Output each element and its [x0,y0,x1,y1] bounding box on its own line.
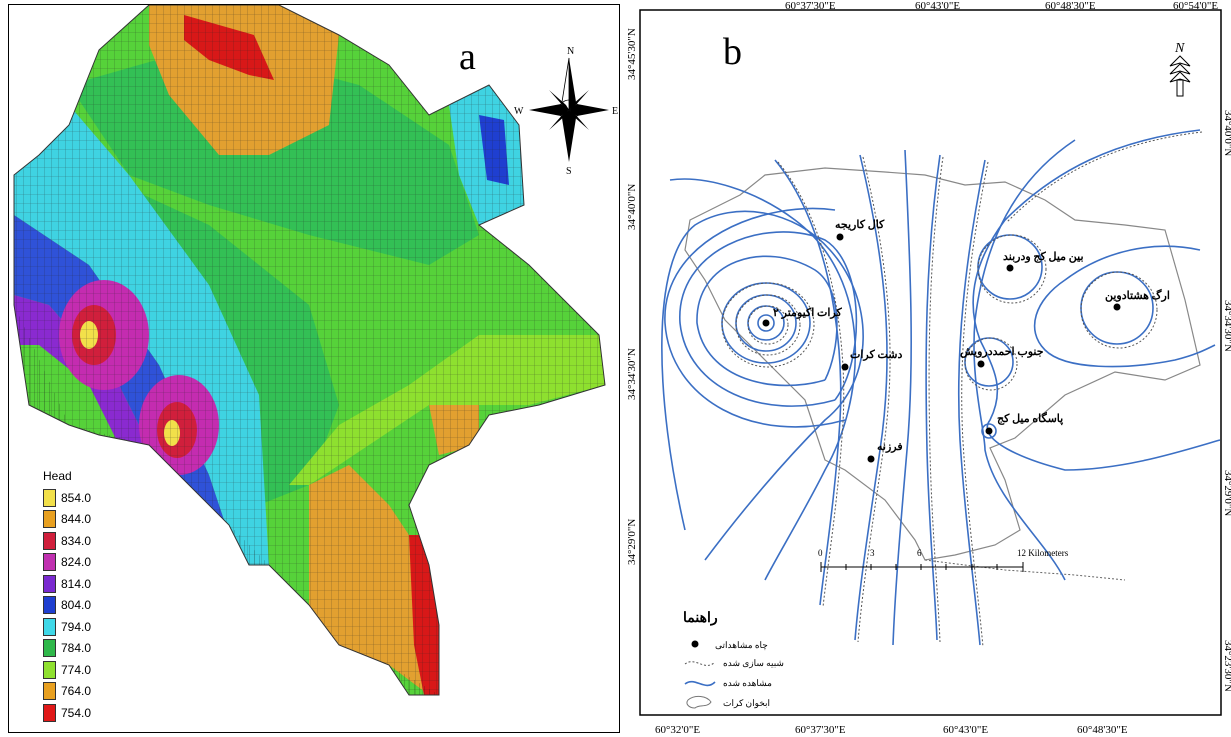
head-legend-item: 784.0 [43,638,91,659]
head-legend-item: 804.0 [43,595,91,616]
left-tick-0: 34°40'0"N [626,184,638,230]
top-tick-2: 60°43'0"E [915,0,960,12]
head-legend-label: 774.0 [61,662,92,677]
legend-well-symbol [691,640,699,648]
left-tick-top: 34°45'30"N [626,28,638,80]
legend-simulated-symbol [684,661,716,666]
well-label-3: ارگ هشتادوین [1105,288,1170,302]
compass-s: S [566,166,572,177]
bottom-tick-0: 60°32'0"E [655,724,700,736]
well-farzaneh [867,455,875,463]
head-legend-swatch [43,660,56,679]
scale-bar: 0 3 6 12 Kilometers [818,548,1069,572]
well-label-5: دشت کرات [850,349,902,361]
head-legend-title: Head [43,469,72,483]
head-legend-label: 754.0 [61,705,92,720]
legend-item-well: چاه مشاهداتی [715,640,768,651]
head-legend-item: 844.0 [43,509,91,530]
head-legend-item: 794.0 [43,616,91,637]
well-kal-karijeh [836,233,844,241]
right-tick-3: 34°23'30"N [1222,640,1231,692]
simulated-contours [721,131,1203,648]
head-legend-item: 854.0 [43,487,91,508]
head-legend-label: 844.0 [61,512,92,526]
well-label-2: بین میل کج ودربند [1003,251,1084,263]
head-legend-item: 764.0 [43,681,91,702]
map-legend: راهنما چاه مشاهداتی شبیه سازی شده مشاهده… [683,611,784,709]
head-legend-swatch [43,574,56,593]
panel-a-label: a [459,36,476,78]
head-legend-label: 804.0 [61,598,92,612]
head-legend-label: 794.0 [61,619,92,634]
legend-observed-symbol [684,680,716,687]
well-korat-2 [762,319,770,327]
compass-w: W [514,106,524,117]
head-legend-swatch [43,596,56,614]
head-legend-swatch [43,682,56,700]
head-legend-swatch [43,531,56,550]
left-tick-1: 34°34'30"N [626,348,638,400]
right-tick-0: 34°40'0"N [1222,110,1231,156]
compass-rose-icon: N S E W [514,46,618,177]
head-legend-item: 814.0 [43,573,91,594]
head-legend-item: 834.0 [43,530,91,551]
head-legend-label: 824.0 [61,555,92,569]
head-legend-item: 754.0 [43,702,91,723]
water-table-map-panel: کال کاریجه بین میل کج ودربند ارگ هشتادوی… [625,0,1231,737]
top-tick-4: 60°54'0"E [1173,0,1218,12]
model-head-panel: N S E W a Head 854.0 844.0 834.0 824.0 814.0… [8,4,620,733]
contour-map: کال کاریجه بین میل کج ودربند ارگ هشتادوی… [626,0,1231,736]
north-arrow-icon: N [1169,41,1191,97]
well-label-1: کال کاریجه [835,219,885,231]
well-label-7: پاسگاه میل کج [997,411,1063,425]
compass-n: N [567,46,574,57]
head-legend-item: 774.0 [43,659,91,680]
well-label-6: جنوب احمددرویش [960,346,1044,358]
head-legend-swatch [43,617,56,636]
head-legend-item: 824.0 [43,552,91,573]
well-jonub-ahmad-darvish [977,360,985,368]
head-3d-surface: N S E W [13,5,618,696]
well-label-4: کرات اکیومتر ۲ [773,307,842,319]
legend-item-simulated: شبیه سازی شده [723,658,784,669]
head-legend-label: 764.0 [61,684,92,698]
head-legend-swatch [43,488,56,507]
north-label: N [1174,41,1185,56]
scale-tick-6: 6 [917,548,922,558]
legend-boundary-symbol [686,695,712,709]
top-tick-1: 60°37'30"E [785,0,836,12]
well-arg-hashtadoein [1113,303,1121,311]
right-tick-1: 34°34'30"N [1222,300,1231,352]
head-legend-swatch [43,703,56,722]
well-label-8: فرزنه [877,441,903,453]
bottom-tick-1: 60°37'30"E [795,724,846,736]
right-tick-2: 34°29'0"N [1222,470,1231,516]
well-pasgah-mil-kaj [985,427,993,435]
bottom-tick-2: 60°43'0"E [943,724,988,736]
head-legend-label: 854.0 [61,490,92,505]
map-legend-title: راهنما [683,611,718,626]
head-legend-label: 834.0 [61,533,92,548]
bottom-tick-3: 60°48'30"E [1077,724,1128,736]
head-legend-swatch [43,510,56,528]
head-legend-label: 814.0 [61,576,92,591]
top-tick-3: 60°48'30"E [1045,0,1096,12]
panel-b-label: b [723,31,742,73]
head-legend-swatch [43,639,56,657]
observation-wells [762,233,1121,463]
scale-tick-12: 12 Kilometers [1017,548,1069,558]
legend-item-boundary: ابخوان کرات [723,698,770,709]
compass-e: E [612,106,618,117]
scale-tick-0: 0 [818,548,823,558]
well-bein-mil-kaj [1006,264,1014,272]
legend-item-observed: مشاهده شده [723,678,772,688]
head-legend-label: 784.0 [61,641,92,655]
left-tick-2: 34°29'0"N [626,519,638,565]
scale-tick-3: 3 [870,548,875,558]
head-legend-swatch [43,553,56,571]
well-dasht-korat [841,363,849,371]
head-legend: Head 854.0 844.0 834.0 824.0 814.0 804.0 794.0… [39,469,119,732]
